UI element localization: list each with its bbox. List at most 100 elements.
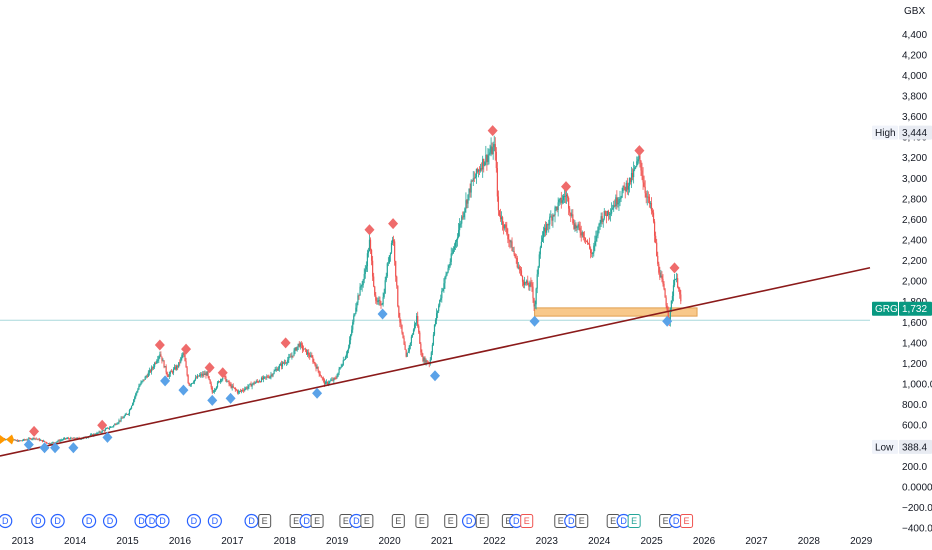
candle-body xyxy=(114,424,116,426)
earnings-badge[interactable]: E xyxy=(391,514,405,528)
candle-body xyxy=(231,385,233,388)
trendline[interactable] xyxy=(0,266,871,457)
price-axis[interactable]: 4,4004,2004,0003,8003,6003,4003,2003,000… xyxy=(902,30,932,535)
dividend-badge[interactable]: D xyxy=(564,513,579,529)
candle-body xyxy=(367,250,370,254)
candle-body xyxy=(544,227,547,233)
candle-body xyxy=(455,239,458,242)
pivot-high-marker xyxy=(487,125,498,137)
earnings-badge[interactable]: E xyxy=(520,514,534,528)
badge-label: E xyxy=(314,516,320,526)
candle-body xyxy=(279,363,281,366)
earnings-badge[interactable]: E xyxy=(659,514,673,528)
candle-body xyxy=(640,160,642,171)
candle-body xyxy=(130,405,133,409)
earnings-badge[interactable]: E xyxy=(475,514,489,528)
badge-label: D xyxy=(673,516,680,526)
earnings-badge[interactable]: E xyxy=(680,514,694,528)
candle-body xyxy=(555,206,557,208)
badge-box xyxy=(475,514,489,528)
badge-label: D xyxy=(620,516,627,526)
badge-label: E xyxy=(610,516,616,526)
candle-body xyxy=(187,375,189,384)
pivot-high-marker xyxy=(181,343,192,355)
candle-body xyxy=(627,185,629,190)
candle-body xyxy=(678,287,680,290)
candle-body xyxy=(330,380,332,382)
dividend-badge[interactable]: D xyxy=(207,513,222,529)
candle-body xyxy=(321,377,323,379)
candle-body xyxy=(58,440,60,442)
candle-body xyxy=(214,389,217,391)
earnings-badge[interactable]: E xyxy=(627,514,641,528)
dividend-badge[interactable]: D xyxy=(31,513,46,529)
candle-body xyxy=(162,360,164,362)
candle-body xyxy=(552,215,554,221)
candle-body xyxy=(467,194,469,204)
earnings-badge[interactable]: E xyxy=(360,514,374,528)
candle-body xyxy=(380,304,382,306)
support-zone[interactable] xyxy=(534,307,698,317)
candle-body xyxy=(56,441,58,443)
candle-body xyxy=(149,370,152,372)
dividend-badge[interactable]: D xyxy=(349,513,364,529)
last-price-tag-value-box xyxy=(899,301,932,316)
candle-body xyxy=(519,268,522,271)
earnings-badge[interactable]: E xyxy=(310,514,324,528)
badge-label: E xyxy=(631,516,637,526)
candle-body xyxy=(425,360,427,363)
dividend-badge[interactable]: D xyxy=(102,513,118,529)
candle-body xyxy=(344,356,346,360)
candle-body xyxy=(666,305,668,311)
candle-body xyxy=(101,430,103,433)
candle-body xyxy=(603,211,605,219)
candle-body xyxy=(638,155,640,160)
earnings-badge[interactable]: E xyxy=(575,514,589,528)
dividend-badge[interactable]: D xyxy=(50,513,65,529)
candle-body xyxy=(26,439,28,441)
candle-body xyxy=(463,212,465,218)
candle-body xyxy=(104,429,106,431)
candle-body xyxy=(120,417,122,421)
candle-body xyxy=(426,360,428,363)
candle-body xyxy=(452,249,454,254)
candle-body xyxy=(348,340,351,348)
candle-body xyxy=(599,223,601,225)
candle-body xyxy=(382,297,384,305)
time-axis[interactable]: 2013 2014 2015 2016 2017 2018 2019 2020 2021 2022… xyxy=(12,536,873,547)
candle-body xyxy=(658,263,660,273)
badge-label: D xyxy=(212,516,219,526)
dividend-badge[interactable]: D xyxy=(155,513,170,529)
badge-label: D xyxy=(107,516,114,526)
dividend-badge[interactable]: D xyxy=(0,513,13,529)
candle-body xyxy=(193,379,196,383)
badge-box xyxy=(520,514,534,528)
candle-body xyxy=(550,216,552,218)
candle-body xyxy=(584,237,587,241)
earnings-badge[interactable]: E xyxy=(258,514,272,528)
candle-body xyxy=(509,240,511,243)
dividend-badge[interactable]: D xyxy=(244,513,259,529)
candle-body xyxy=(329,381,331,384)
candle-body xyxy=(51,442,53,445)
dividend-badge[interactable]: D xyxy=(509,513,524,529)
candle-body xyxy=(125,414,127,415)
y-tick-label: 1,000.0 xyxy=(902,380,932,391)
candle-body xyxy=(392,239,395,242)
candle-body xyxy=(400,322,402,325)
dividend-badge[interactable]: D xyxy=(186,513,202,529)
y-tick-label: 0.0000 xyxy=(902,482,932,493)
candle-body xyxy=(576,226,578,229)
candle-body xyxy=(297,343,299,347)
dividend-badge[interactable]: D xyxy=(461,513,477,529)
earnings-badge[interactable]: E xyxy=(444,514,458,528)
candle-body xyxy=(70,437,72,440)
candle-body xyxy=(251,384,253,387)
dividend-badge[interactable]: D xyxy=(81,513,97,529)
candle-body xyxy=(440,298,442,300)
candle-body xyxy=(356,302,358,308)
earnings-badge[interactable]: E xyxy=(415,514,429,528)
candle-body xyxy=(513,251,515,255)
candle-body xyxy=(143,379,145,381)
